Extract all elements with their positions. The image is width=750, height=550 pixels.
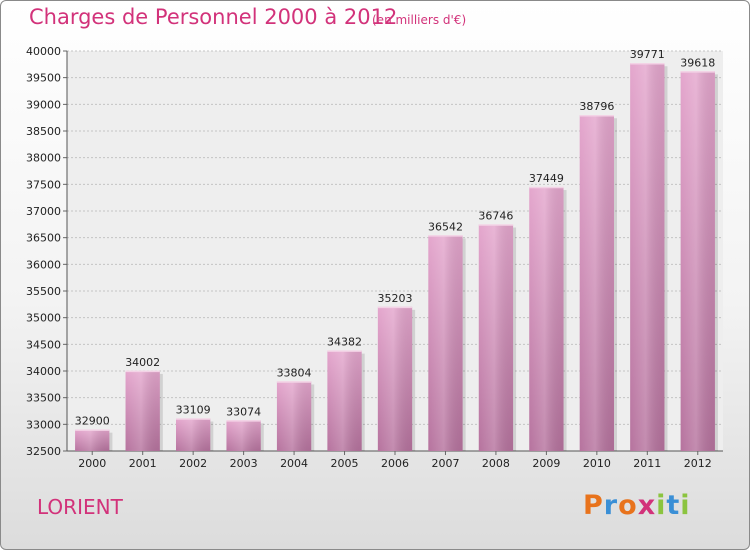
city-label: LORIENT — [37, 495, 123, 519]
data-label: 39618 — [680, 56, 715, 69]
y-tick-label: 39000 — [26, 98, 61, 111]
y-tick-label: 33500 — [26, 392, 61, 405]
x-tick-label: 2005 — [331, 457, 359, 470]
x-tick-label: 2007 — [431, 457, 459, 470]
y-tick-label: 35000 — [26, 312, 61, 325]
data-label: 36542 — [428, 220, 463, 233]
x-tick-label: 2011 — [633, 457, 661, 470]
brand-letter: r — [603, 490, 619, 521]
brand-letter: P — [583, 490, 604, 521]
data-label: 33074 — [226, 405, 261, 418]
y-tick-label: 35500 — [26, 285, 61, 298]
data-label: 33804 — [277, 366, 312, 379]
bar-highlight — [529, 187, 564, 451]
y-tick-label: 36500 — [26, 232, 61, 245]
brand-letter: i — [680, 490, 691, 521]
x-tick-label: 2008 — [482, 457, 510, 470]
bar-highlight — [478, 224, 514, 451]
y-tick-label: 37000 — [26, 205, 61, 218]
y-tick-label: 37500 — [26, 178, 61, 191]
y-tick-label: 38000 — [26, 152, 61, 165]
y-tick-label: 33000 — [26, 418, 61, 431]
data-label: 33109 — [176, 404, 211, 417]
brand-letter: t — [666, 490, 681, 521]
bar-highlight — [75, 429, 110, 451]
bar-highlight — [428, 235, 463, 451]
x-tick-label: 2003 — [230, 457, 258, 470]
x-tick-label: 2004 — [280, 457, 308, 470]
y-tick-label: 34000 — [26, 365, 61, 378]
data-label: 36746 — [478, 210, 513, 223]
bar-highlight — [125, 370, 160, 451]
x-tick-label: 2010 — [583, 457, 611, 470]
bar-highlight — [175, 418, 211, 451]
x-tick-label: 2002 — [179, 457, 207, 470]
chart-subtitle: (en milliers d'€) — [372, 13, 467, 27]
x-tick-label: 2012 — [684, 457, 712, 470]
bar-highlight — [630, 63, 665, 452]
bar-highlight — [680, 71, 715, 451]
bar-highlight — [276, 381, 312, 451]
brand-letter: i — [656, 490, 667, 521]
data-label: 39771 — [630, 48, 665, 61]
brand-letter: o — [618, 490, 638, 521]
x-tick-label: 2006 — [381, 457, 409, 470]
y-tick-label: 39500 — [26, 72, 61, 85]
bar-highlight — [377, 306, 413, 451]
brand-letter: x — [637, 490, 657, 521]
y-tick-label: 40000 — [26, 45, 61, 58]
y-tick-label: 38500 — [26, 125, 61, 138]
data-label: 34002 — [125, 356, 160, 369]
y-tick-label: 36000 — [26, 258, 61, 271]
data-label: 35203 — [378, 292, 413, 305]
data-label: 38796 — [579, 100, 614, 113]
y-tick-label: 32500 — [26, 445, 61, 458]
x-tick-label: 2000 — [78, 457, 106, 470]
bar-highlight — [579, 115, 615, 452]
data-label: 34382 — [327, 336, 362, 349]
chart-title: Charges de Personnel 2000 à 2012 — [29, 5, 398, 29]
proxiti-logo: Proxiti — [583, 490, 691, 521]
bar-highlight — [226, 420, 261, 451]
data-label: 37449 — [529, 172, 564, 185]
x-tick-label: 2009 — [532, 457, 560, 470]
data-label: 32900 — [75, 415, 110, 428]
bar-highlight — [327, 350, 362, 451]
y-tick-label: 34500 — [26, 338, 61, 351]
x-tick-label: 2001 — [129, 457, 157, 470]
